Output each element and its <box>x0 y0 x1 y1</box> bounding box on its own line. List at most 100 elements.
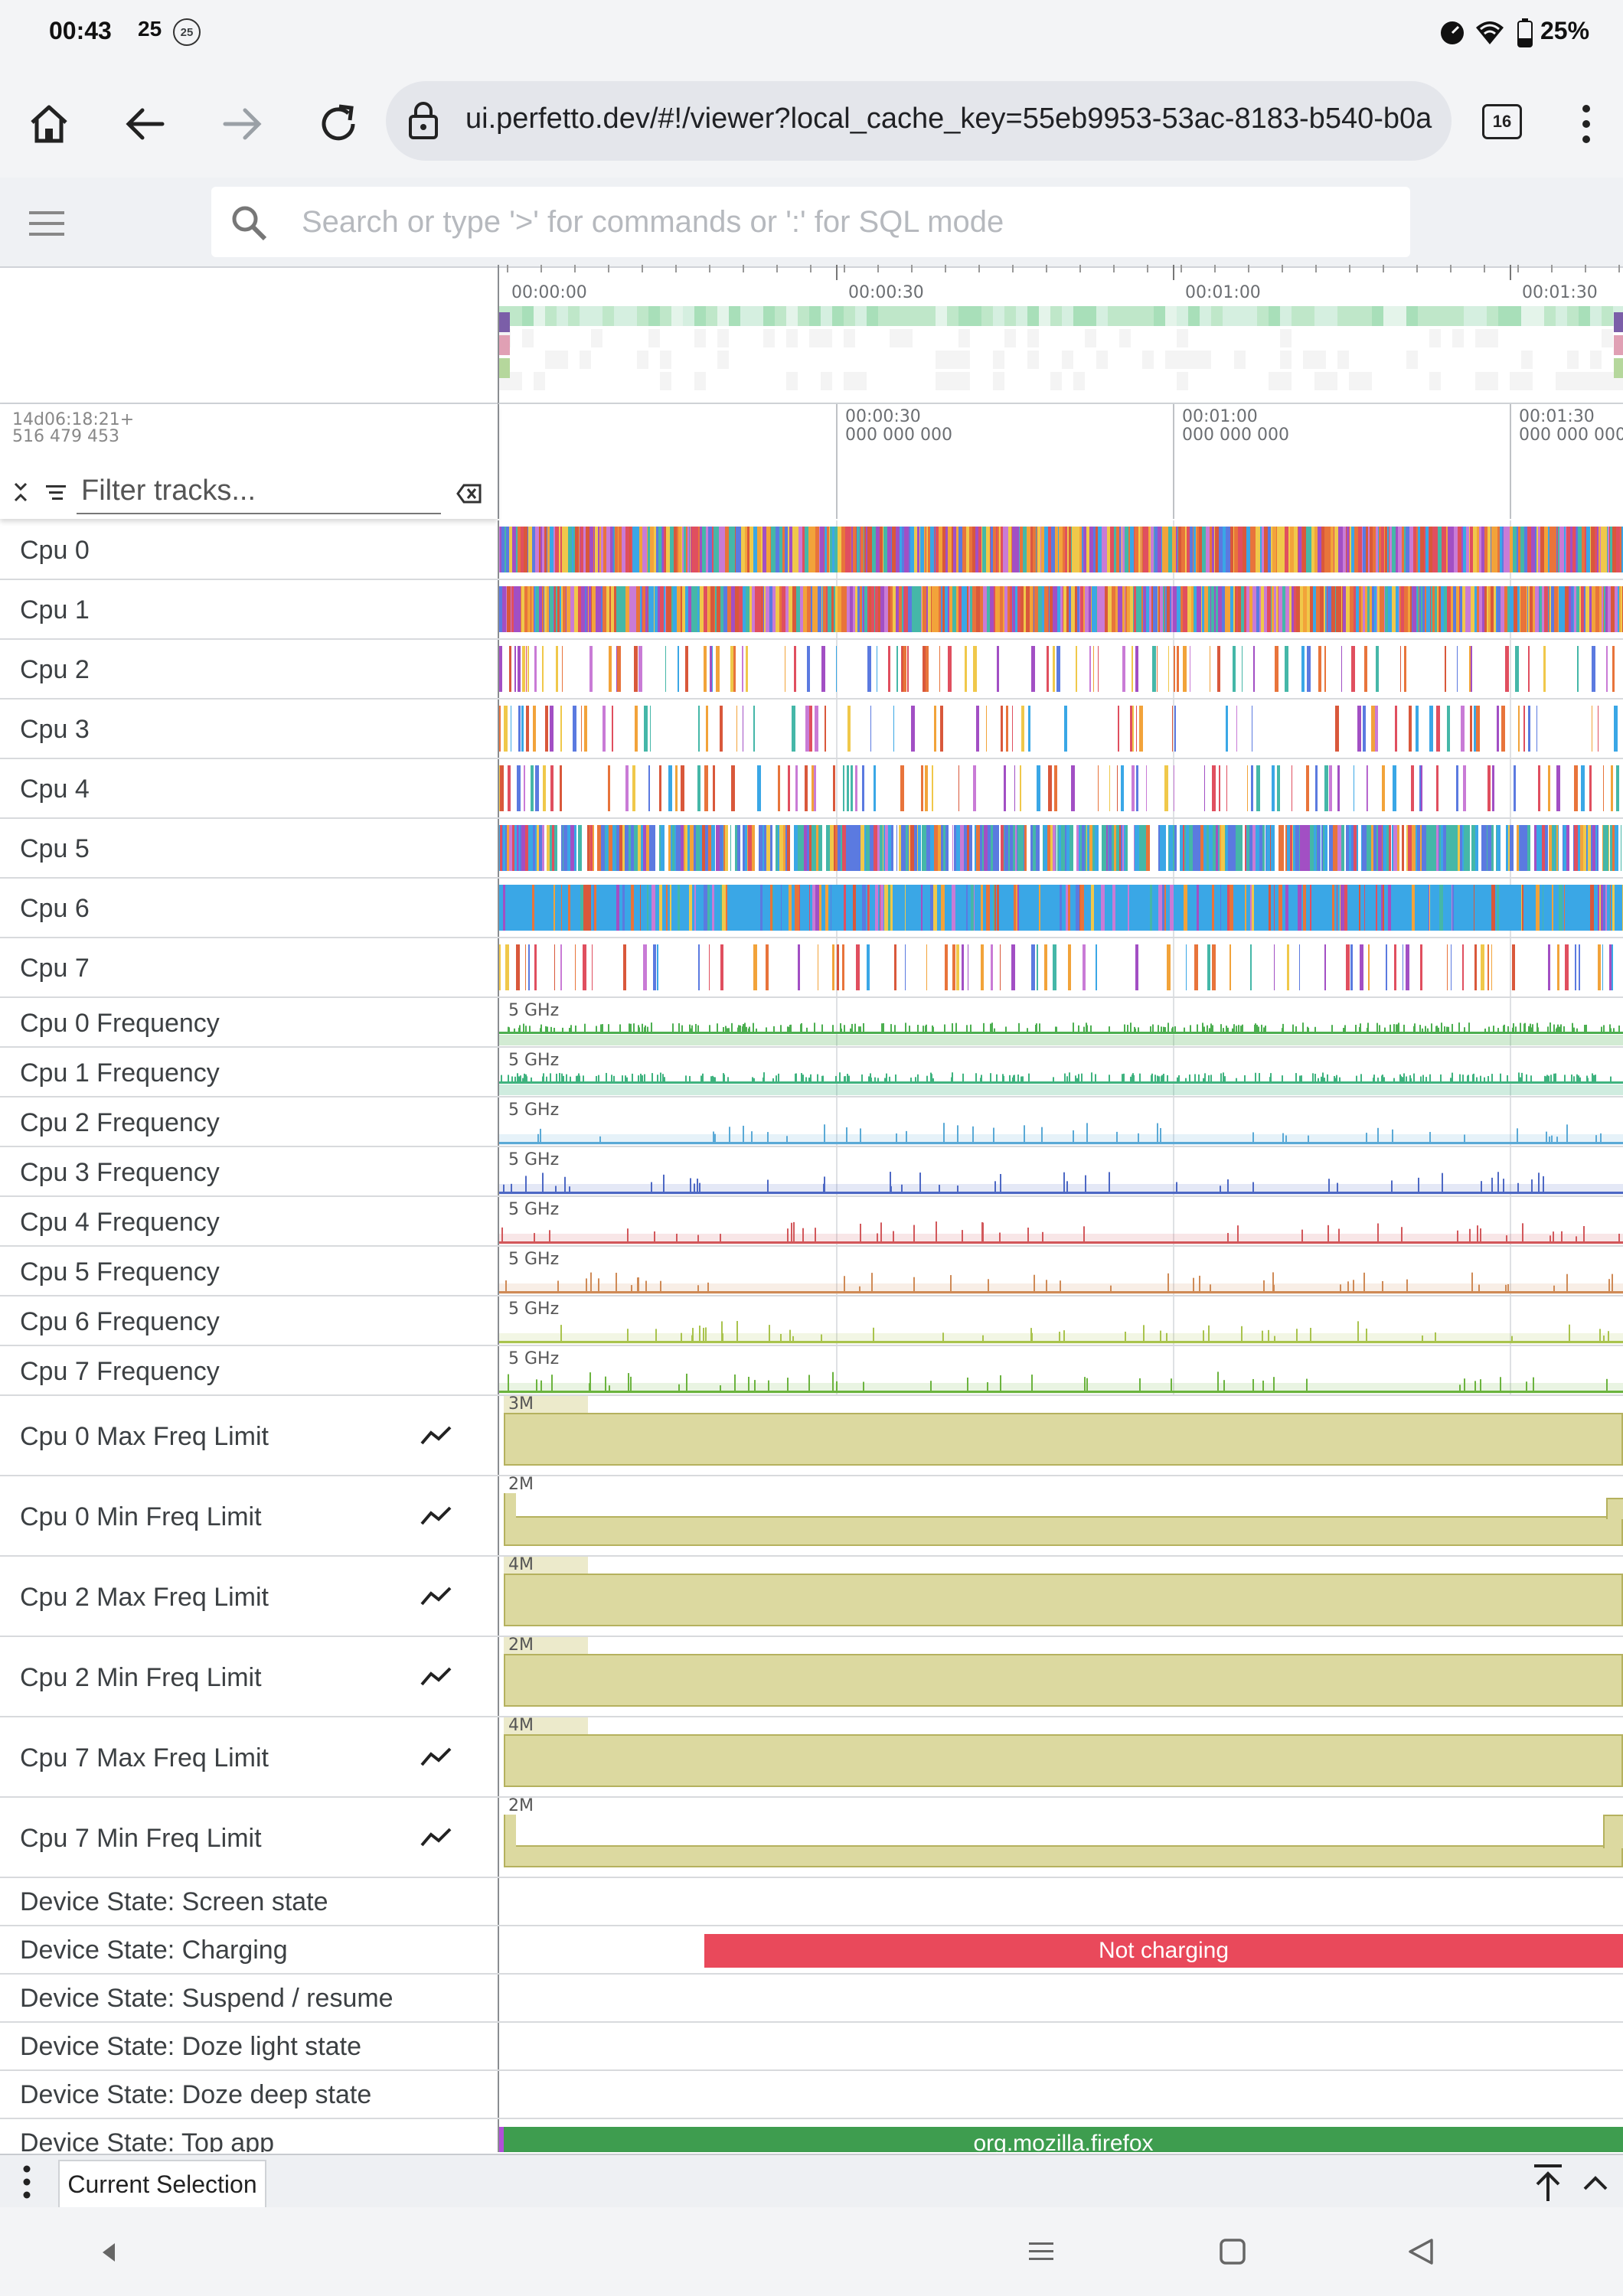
track-device-doze-deep[interactable]: Device State: Doze deep state <box>0 2071 1623 2119</box>
home-square-icon[interactable] <box>1217 2236 1248 2267</box>
cpu-slices[interactable] <box>498 879 1623 937</box>
reload-button[interactable] <box>312 98 364 150</box>
device-state-slices[interactable]: org.mozilla.firefox <box>498 2119 1623 2152</box>
track-cpu-4[interactable]: Cpu 4 <box>0 759 1623 819</box>
cpu-slice <box>1012 586 1013 632</box>
track-cpu-0[interactable]: Cpu 0 <box>0 520 1623 580</box>
chart-line-icon[interactable] <box>420 1584 453 1609</box>
frequency-counter[interactable]: 5 GHz <box>498 1097 1623 1146</box>
limit-counter[interactable]: 4M <box>498 1557 1623 1636</box>
track-cpu-6[interactable]: Cpu 6 <box>0 879 1623 938</box>
chart-line-icon[interactable] <box>420 1424 453 1448</box>
cpu-slice <box>785 885 789 931</box>
track-cpu-3-frequency[interactable]: Cpu 3 Frequency 5 GHz <box>0 1147 1623 1197</box>
cpu-slices[interactable] <box>498 580 1623 638</box>
not-charging-slice[interactable]: Not charging <box>704 1934 1623 1968</box>
track-cpu-0-max-freq-limit[interactable]: Cpu 0 Max Freq Limit 3M <box>0 1396 1623 1476</box>
clear-filter-icon[interactable] <box>456 484 482 504</box>
cpu-slice <box>1534 825 1536 871</box>
track-cpu-7-min-freq-limit[interactable]: Cpu 7 Min Freq Limit 2M <box>0 1798 1623 1878</box>
device-state-slices[interactable] <box>498 2023 1623 2069</box>
track-device-screen-state[interactable]: Device State: Screen state <box>0 1878 1623 1926</box>
track-cpu-5[interactable]: Cpu 5 <box>0 819 1623 879</box>
tab-switcher-button[interactable]: 16 <box>1482 104 1522 139</box>
limit-counter[interactable]: 2M <box>498 1637 1623 1716</box>
url-bar[interactable]: ui.perfetto.dev/#!/viewer?local_cache_ke… <box>386 81 1452 161</box>
cpu-slices[interactable] <box>498 520 1623 579</box>
collapse-all-icon[interactable] <box>12 481 29 504</box>
cpu-slice <box>1618 586 1619 632</box>
device-state-slices[interactable] <box>498 1878 1623 1925</box>
track-cpu-7-max-freq-limit[interactable]: Cpu 7 Max Freq Limit 4M <box>0 1717 1623 1798</box>
chart-line-icon[interactable] <box>420 1825 453 1850</box>
frequency-counter[interactable]: 5 GHz <box>498 1048 1623 1096</box>
limit-counter[interactable]: 3M <box>498 1396 1623 1475</box>
maximize-panel-icon[interactable] <box>1531 2163 1565 2203</box>
home-button[interactable] <box>23 98 75 150</box>
nav-back-icon[interactable] <box>1406 2236 1436 2267</box>
cpu-slice <box>962 586 965 632</box>
track-cpu-2-max-freq-limit[interactable]: Cpu 2 Max Freq Limit 4M <box>0 1557 1623 1637</box>
device-state-slices[interactable] <box>498 1975 1623 2021</box>
cpu-slice <box>1143 527 1145 572</box>
track-cpu-0-frequency[interactable]: Cpu 0 Frequency 5 GHz <box>0 998 1623 1048</box>
track-cpu-1-frequency[interactable]: Cpu 1 Frequency 5 GHz <box>0 1048 1623 1097</box>
cpu-slices[interactable] <box>498 640 1623 698</box>
top-app-slice-small[interactable] <box>499 2127 504 2152</box>
frequency-counter[interactable]: 5 GHz <box>498 1247 1623 1295</box>
track-device-charging[interactable]: Device State: Charging Not charging <box>0 1926 1623 1975</box>
frequency-spike <box>1429 1074 1431 1081</box>
forward-button[interactable] <box>216 98 268 150</box>
cpu-slices[interactable] <box>498 700 1623 758</box>
more-vert-icon[interactable] <box>17 2163 37 2201</box>
track-cpu-2-min-freq-limit[interactable]: Cpu 2 Min Freq Limit 2M <box>0 1637 1623 1717</box>
track-list[interactable]: Cpu 0 Cpu 1 Cpu 2 Cpu 3 Cpu 4 Cpu 5 Cpu … <box>0 520 1623 2152</box>
cpu-slice <box>1061 825 1065 871</box>
track-cpu-4-frequency[interactable]: Cpu 4 Frequency 5 GHz <box>0 1197 1623 1247</box>
track-cpu-7-frequency[interactable]: Cpu 7 Frequency 5 GHz <box>0 1346 1623 1396</box>
limit-counter[interactable]: 2M <box>498 1476 1623 1555</box>
overview-timeline[interactable]: 00:00:00 00:00:30 00:01:00 00:01:30 <box>498 265 1623 404</box>
track-cpu-3[interactable]: Cpu 3 <box>0 700 1623 759</box>
track-cpu-5-frequency[interactable]: Cpu 5 Frequency 5 GHz <box>0 1247 1623 1296</box>
cpu-slice <box>1298 885 1301 931</box>
chart-line-icon[interactable] <box>420 1665 453 1689</box>
cpu-slices[interactable] <box>498 938 1623 996</box>
tab-current-selection[interactable]: Current Selection <box>58 2160 266 2207</box>
recent-apps-icon[interactable] <box>1026 2236 1056 2267</box>
browser-menu-button[interactable] <box>1569 101 1603 147</box>
track-device-doze-light[interactable]: Device State: Doze light state <box>0 2023 1623 2071</box>
top-app-slice[interactable]: org.mozilla.firefox <box>504 2127 1623 2152</box>
track-cpu-2-frequency[interactable]: Cpu 2 Frequency 5 GHz <box>0 1097 1623 1147</box>
track-cpu-1[interactable]: Cpu 1 <box>0 580 1623 640</box>
frequency-counter[interactable]: 5 GHz <box>498 1147 1623 1195</box>
limit-counter[interactable]: 2M <box>498 1798 1623 1877</box>
track-cpu-7[interactable]: Cpu 7 <box>0 938 1623 998</box>
frequency-counter[interactable]: 5 GHz <box>498 998 1623 1046</box>
track-cpu-6-frequency[interactable]: Cpu 6 Frequency 5 GHz <box>0 1296 1623 1346</box>
limit-counter[interactable]: 4M <box>498 1717 1623 1796</box>
frequency-counter[interactable]: 5 GHz <box>498 1296 1623 1345</box>
track-device-suspend-resume[interactable]: Device State: Suspend / resume <box>0 1975 1623 2023</box>
cpu-slices[interactable] <box>498 819 1623 877</box>
filter-tracks-input[interactable]: Filter tracks... <box>81 475 256 507</box>
cpu-slices[interactable] <box>498 759 1623 817</box>
device-state-slices[interactable] <box>498 2071 1623 2118</box>
sidebar-toggle-button[interactable] <box>26 207 69 240</box>
nav-back-small-icon[interactable] <box>100 2241 118 2264</box>
omnibox[interactable]: Search or type '>' for commands or ':' f… <box>211 187 1410 257</box>
chevron-up-icon[interactable] <box>1580 2170 1611 2193</box>
device-state-slices[interactable]: Not charging <box>498 1926 1623 1973</box>
overview-cell <box>1510 372 1521 390</box>
time-axis[interactable]: 00:00:30 000 000 000 00:01:00 000 000 00… <box>498 404 1623 519</box>
frequency-counter[interactable]: 5 GHz <box>498 1197 1623 1245</box>
chart-line-icon[interactable] <box>420 1745 453 1769</box>
track-device-top-app[interactable]: Device State: Top app org.mozilla.firefox <box>0 2119 1623 2152</box>
chart-line-icon[interactable] <box>420 1504 453 1528</box>
track-cpu-2[interactable]: Cpu 2 <box>0 640 1623 700</box>
track-cpu-0-min-freq-limit[interactable]: Cpu 0 Min Freq Limit 2M <box>0 1476 1623 1557</box>
frequency-counter[interactable]: 5 GHz <box>498 1346 1623 1394</box>
grid-line <box>1173 1296 1174 1345</box>
cpu-slice <box>1212 527 1214 572</box>
back-button[interactable] <box>119 98 171 150</box>
